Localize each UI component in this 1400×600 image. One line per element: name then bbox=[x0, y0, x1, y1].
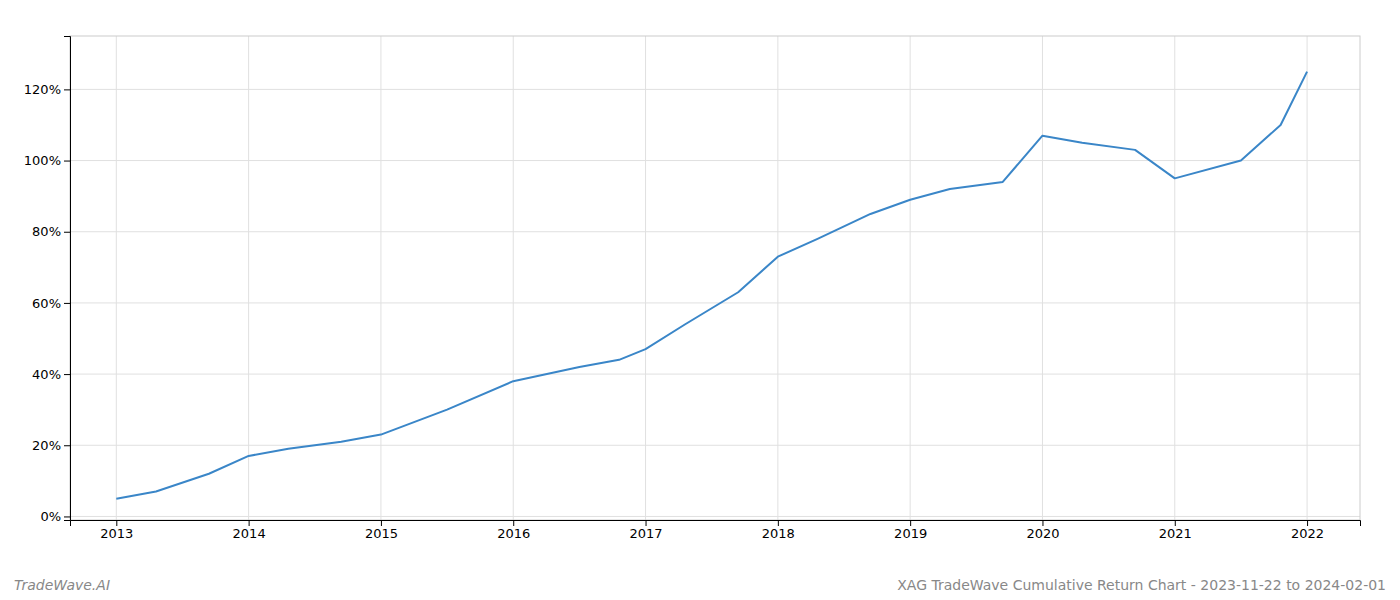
y-axis: 0% 20% 40% 60% 80% 100% 120% bbox=[24, 37, 71, 525]
x-tick-label: 2020 bbox=[1026, 526, 1059, 541]
x-tick: 2015 bbox=[365, 520, 398, 541]
x-tick-mark bbox=[249, 520, 250, 526]
y-tick-label: 100% bbox=[24, 153, 61, 168]
y-tick-label: 20% bbox=[32, 438, 61, 453]
y-tick: 120% bbox=[24, 82, 70, 97]
y-tick-mark bbox=[64, 516, 70, 517]
y-axis-line bbox=[64, 37, 71, 521]
x-tick-mark bbox=[1307, 520, 1308, 526]
x-tick-mark bbox=[116, 520, 117, 526]
x-tick: 2022 bbox=[1291, 520, 1324, 541]
plot-frame bbox=[70, 36, 1360, 520]
y-tick: 40% bbox=[32, 367, 70, 382]
x-tick: 2017 bbox=[629, 520, 662, 541]
y-tick-mark bbox=[64, 89, 70, 90]
chart: 2013 2014 2015 2016 2017 2018 2019 2020 2021 2022… bbox=[0, 0, 1400, 600]
x-grid-line bbox=[1042, 36, 1043, 520]
y-grid-line bbox=[70, 516, 1360, 517]
series bbox=[116, 72, 1307, 499]
y-tick-label: 120% bbox=[24, 82, 61, 97]
x-grid-line bbox=[910, 36, 911, 520]
x-tick-label: 2018 bbox=[762, 526, 795, 541]
x-tick-label: 2013 bbox=[100, 526, 133, 541]
title: XAG TradeWave Cumulative Return Chart - … bbox=[897, 577, 1386, 593]
y-tick-label: 40% bbox=[32, 367, 61, 382]
x-grid-line bbox=[116, 36, 117, 520]
y-tick-mark bbox=[64, 232, 70, 233]
x-tick: 2018 bbox=[762, 520, 795, 541]
y-tick-mark bbox=[64, 374, 70, 375]
x-grid-line bbox=[513, 36, 514, 520]
y-grid-line bbox=[70, 445, 1360, 446]
x-tick-label: 2016 bbox=[497, 526, 530, 541]
x-tick-label: 2022 bbox=[1291, 526, 1324, 541]
y-tick: 80% bbox=[32, 224, 70, 239]
x-tick: 2021 bbox=[1159, 520, 1192, 541]
y-grid-line bbox=[70, 160, 1360, 161]
x-tick-mark bbox=[646, 520, 647, 526]
x-tick-mark bbox=[381, 520, 382, 526]
x-tick-label: 2014 bbox=[233, 526, 266, 541]
x-tick: 2014 bbox=[233, 520, 266, 541]
y-tick-mark bbox=[64, 303, 70, 304]
x-tick-label: 2019 bbox=[894, 526, 927, 541]
x-grid-line bbox=[777, 36, 778, 520]
x-axis-line bbox=[71, 521, 1361, 527]
x-grid-line bbox=[1174, 36, 1175, 520]
x-tick: 2016 bbox=[497, 520, 530, 541]
y-tick: 0% bbox=[40, 509, 70, 524]
x-tick: 2013 bbox=[100, 520, 133, 541]
grid bbox=[70, 36, 1360, 520]
y-tick-mark bbox=[64, 161, 70, 162]
y-grid-line bbox=[70, 302, 1360, 303]
x-tick-label: 2015 bbox=[365, 526, 398, 541]
x-grid-line bbox=[248, 36, 249, 520]
y-grid-line bbox=[70, 374, 1360, 375]
y-tick: 60% bbox=[32, 296, 70, 311]
line bbox=[116, 72, 1307, 499]
x-tick-mark bbox=[1175, 520, 1176, 526]
y-tick: 20% bbox=[32, 438, 70, 453]
x-tick-mark bbox=[513, 520, 514, 526]
y-tick-label: 0% bbox=[40, 509, 61, 524]
watermark: TradeWave.AI bbox=[14, 577, 110, 593]
x-tick-mark bbox=[910, 520, 911, 526]
x-grid-line bbox=[645, 36, 646, 520]
x-grid-line bbox=[1307, 36, 1308, 520]
y-tick-label: 60% bbox=[32, 296, 61, 311]
y-tick-label: 80% bbox=[32, 224, 61, 239]
x-axis: 2013 2014 2015 2016 2017 2018 2019 2020 2021 2022 bbox=[71, 520, 1361, 541]
x-tick-label: 2021 bbox=[1159, 526, 1192, 541]
x-tick: 2019 bbox=[894, 520, 927, 541]
x-tick-mark bbox=[778, 520, 779, 526]
y-grid-line bbox=[70, 231, 1360, 232]
y-tick: 100% bbox=[24, 153, 70, 168]
plot-area: 2013 2014 2015 2016 2017 2018 2019 2020 2021 2022… bbox=[24, 36, 1361, 541]
y-grid-line bbox=[70, 89, 1360, 90]
x-tick-label: 2017 bbox=[629, 526, 662, 541]
x-tick-mark bbox=[1042, 520, 1043, 526]
x-grid-line bbox=[380, 36, 381, 520]
y-tick-mark bbox=[64, 445, 70, 446]
x-tick: 2020 bbox=[1026, 520, 1059, 541]
